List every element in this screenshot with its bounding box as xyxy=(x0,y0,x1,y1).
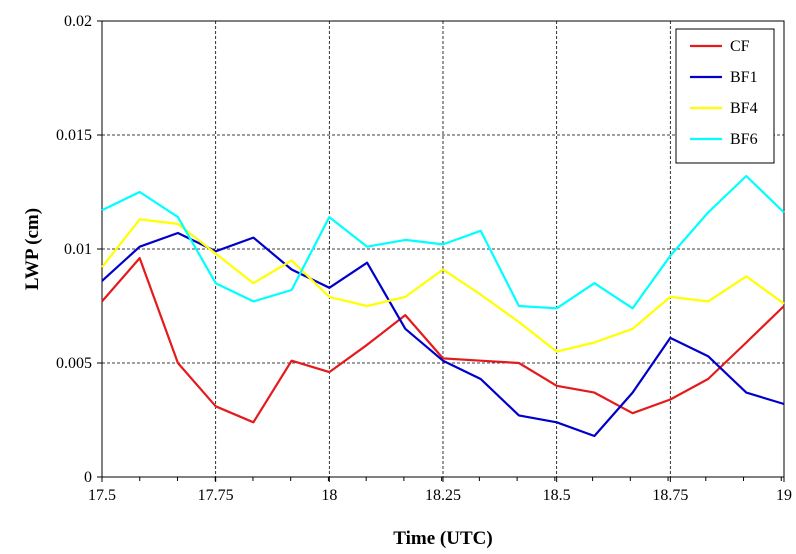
x-tick-label: 18.5 xyxy=(543,487,571,504)
x-tick-label: 17.75 xyxy=(198,487,234,504)
y-tick-label: 0 xyxy=(84,469,92,486)
x-tick-label: 18.75 xyxy=(652,487,688,504)
y-tick-label: 0.01 xyxy=(64,241,92,258)
legend-label-bf1: BF1 xyxy=(730,69,758,86)
grid xyxy=(102,21,784,477)
series-line-bf1 xyxy=(101,231,785,438)
series-line-bf4 xyxy=(101,218,785,353)
series-line-cf xyxy=(101,257,785,424)
x-tick-label: 18 xyxy=(321,487,337,504)
legend-box xyxy=(675,28,775,164)
legend-label-bf4: BF4 xyxy=(730,100,758,117)
series-line-bf6 xyxy=(101,174,785,310)
x-tick-label: 17.5 xyxy=(88,487,116,504)
y-axis-ticks: 0 0.005 0.01 0.015 0.02 xyxy=(56,13,102,486)
series-lines xyxy=(101,174,785,438)
y-tick-label: 0.02 xyxy=(64,13,92,30)
x-axis-title: Time (UTC) xyxy=(393,528,492,549)
y-tick-label: 0.005 xyxy=(56,355,92,372)
legend: CF BF1 BF4 BF6 xyxy=(675,28,775,164)
y-tick-label: 0.015 xyxy=(56,127,92,144)
x-tick-label: 19 xyxy=(776,487,792,504)
x-axis-ticks: 17.5 17.75 18 18.25 18.5 18.75 19 xyxy=(88,477,792,504)
y-axis-title: LWP (cm) xyxy=(22,208,43,290)
legend-label-cf: CF xyxy=(730,38,750,55)
legend-label-bf6: BF6 xyxy=(730,131,758,148)
x-tick-label: 18.25 xyxy=(425,487,461,504)
